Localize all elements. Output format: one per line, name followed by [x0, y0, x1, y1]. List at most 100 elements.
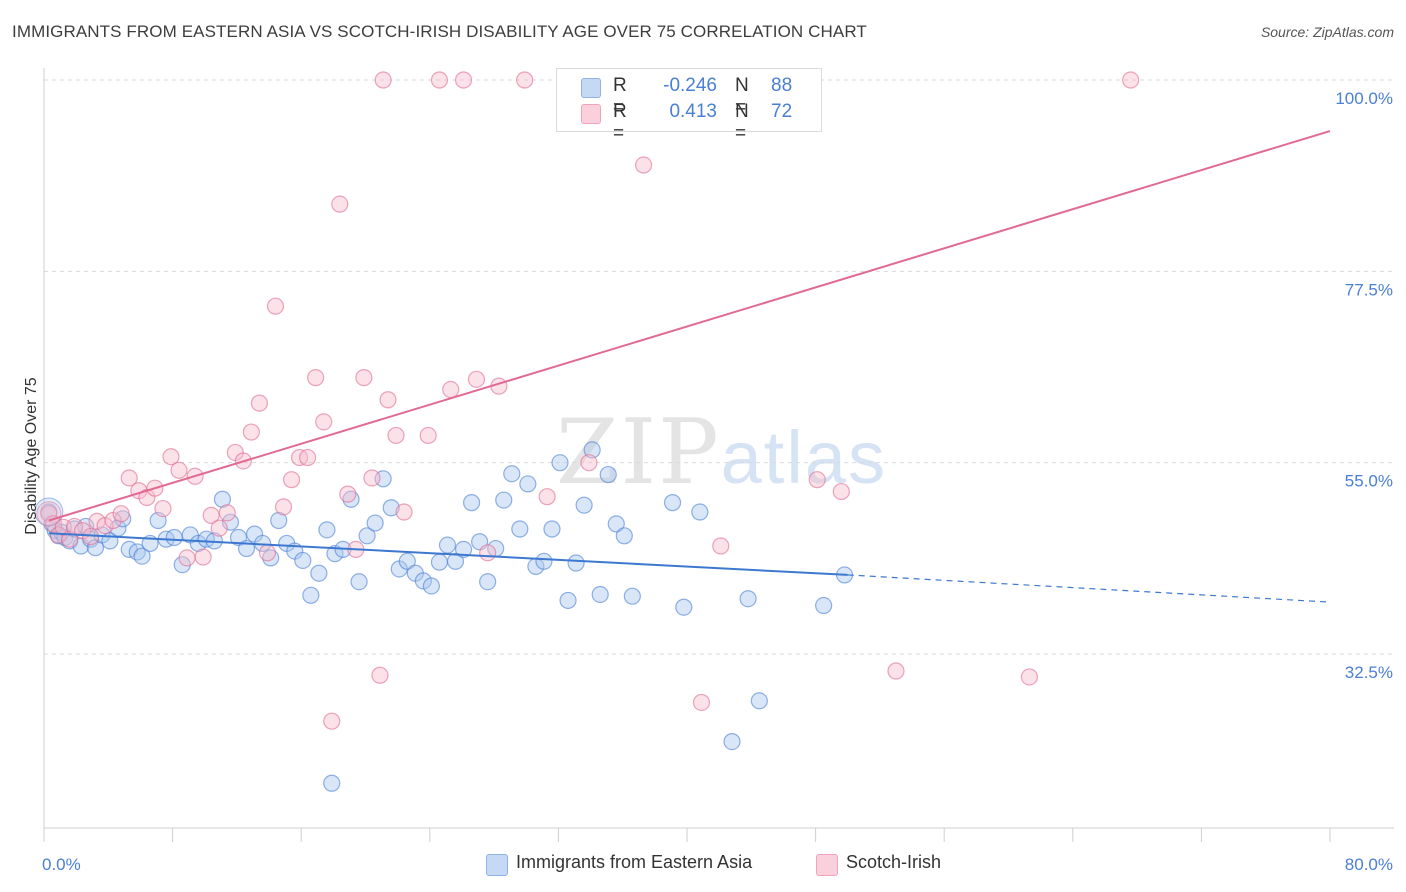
data-point [358, 527, 376, 545]
data-point [438, 536, 457, 554]
data-point [808, 471, 826, 489]
data-point [315, 413, 333, 431]
legend-r-value: 0.413 [669, 101, 717, 122]
data-point [307, 369, 325, 387]
data-point [162, 448, 180, 466]
data-point [242, 423, 260, 441]
trend-line-immigrants [48, 532, 848, 576]
legend-r-label: R = [613, 75, 627, 118]
data-point [430, 71, 449, 89]
legend-label: Scotch-Irish [846, 852, 942, 872]
y-axis-label: Disability Age Over 75 [23, 377, 40, 535]
legend-swatch-pink [816, 854, 838, 876]
data-point [419, 426, 437, 445]
data-point [607, 515, 625, 533]
data-point [479, 544, 497, 562]
legend-n-value: 72 [771, 101, 793, 122]
y-tick-label: 100.0% [1335, 89, 1393, 108]
data-point [326, 545, 344, 563]
watermark: ZIPatlas [556, 400, 887, 505]
data-point [479, 573, 497, 591]
data-point [712, 537, 730, 555]
data-point [266, 297, 285, 315]
data-point [339, 485, 357, 503]
data-point [503, 465, 521, 483]
data-point [282, 471, 301, 489]
data-point [583, 441, 601, 459]
bottom-legend: Immigrants from Eastern Asia Scotch-Iris… [0, 852, 1406, 878]
axes [43, 68, 1394, 842]
x-tick-label: 0.0% [42, 855, 81, 874]
data-point [467, 370, 486, 388]
data-point [575, 496, 593, 514]
chart-title: IMMIGRANTS FROM EASTERN ASIA VS SCOTCH-I… [12, 22, 867, 41]
y-tick-label: 32.5% [1345, 663, 1393, 682]
data-point [398, 552, 416, 570]
data-point [194, 548, 212, 566]
series-scotch-irish [36, 71, 1140, 730]
data-point [691, 503, 709, 521]
data-point [133, 547, 151, 565]
data-point [675, 598, 693, 616]
data-point [218, 504, 236, 522]
data-point [165, 528, 183, 547]
data-point [623, 587, 641, 605]
data-point [422, 577, 441, 595]
trend-line-immigrants-extension [847, 574, 1331, 603]
legend-swatch-pink [581, 104, 601, 124]
data-point [567, 554, 585, 572]
data-point [599, 465, 617, 484]
series-immigrants-eastern-asia [34, 441, 854, 792]
data-point [355, 369, 373, 387]
data-point [363, 469, 381, 487]
data-point [350, 573, 368, 591]
legend-swatch-blue [581, 78, 601, 98]
data-point [692, 693, 711, 712]
watermark-atlas: atlas [720, 416, 887, 499]
data-point [310, 564, 328, 582]
data-point [591, 585, 609, 604]
data-point [535, 552, 553, 570]
data-point [538, 488, 556, 506]
legend-n-label: N = [735, 75, 749, 118]
data-point [519, 475, 537, 493]
data-point [516, 71, 534, 89]
data-point [270, 511, 288, 530]
data-point [210, 519, 228, 537]
data-point [395, 503, 413, 521]
data-point [374, 71, 392, 89]
data-point [551, 454, 569, 472]
data-point [615, 527, 633, 545]
data-point [580, 454, 598, 472]
data-point [120, 469, 138, 487]
data-point [543, 520, 561, 538]
data-point [454, 71, 473, 89]
data-point [559, 591, 577, 610]
legend-swatch-blue [486, 854, 508, 876]
legend-r-label: R = [613, 101, 627, 144]
trend-line-scotch-irish [48, 130, 1331, 522]
data-point [40, 505, 58, 523]
data-point [36, 501, 62, 527]
data-point [154, 499, 172, 518]
data-point [274, 498, 293, 516]
legend-n-value: 88 [771, 75, 793, 96]
data-point [739, 590, 757, 608]
legend-label: Immigrants from Eastern Asia [516, 852, 753, 872]
data-point [366, 514, 384, 532]
data-point [723, 732, 741, 751]
data-point [331, 195, 349, 213]
legend-r-value: -0.246 [663, 75, 717, 96]
data-point [299, 448, 317, 467]
y-tick-label: 77.5% [1345, 280, 1393, 299]
data-point [213, 490, 232, 508]
data-point [178, 549, 196, 567]
x-tick-label: 80.0% [1345, 855, 1393, 874]
correlation-legend: R = -0.246 N = 88 R = 0.413 N = 72 [556, 68, 822, 144]
data-point [302, 586, 320, 604]
data-point [342, 490, 360, 508]
data-point [323, 712, 341, 730]
tick-labels: 32.5% 55.0% 77.5% 100.0% 0.0% 80.0% [42, 89, 1393, 874]
legend-n-label: N = [735, 101, 749, 144]
